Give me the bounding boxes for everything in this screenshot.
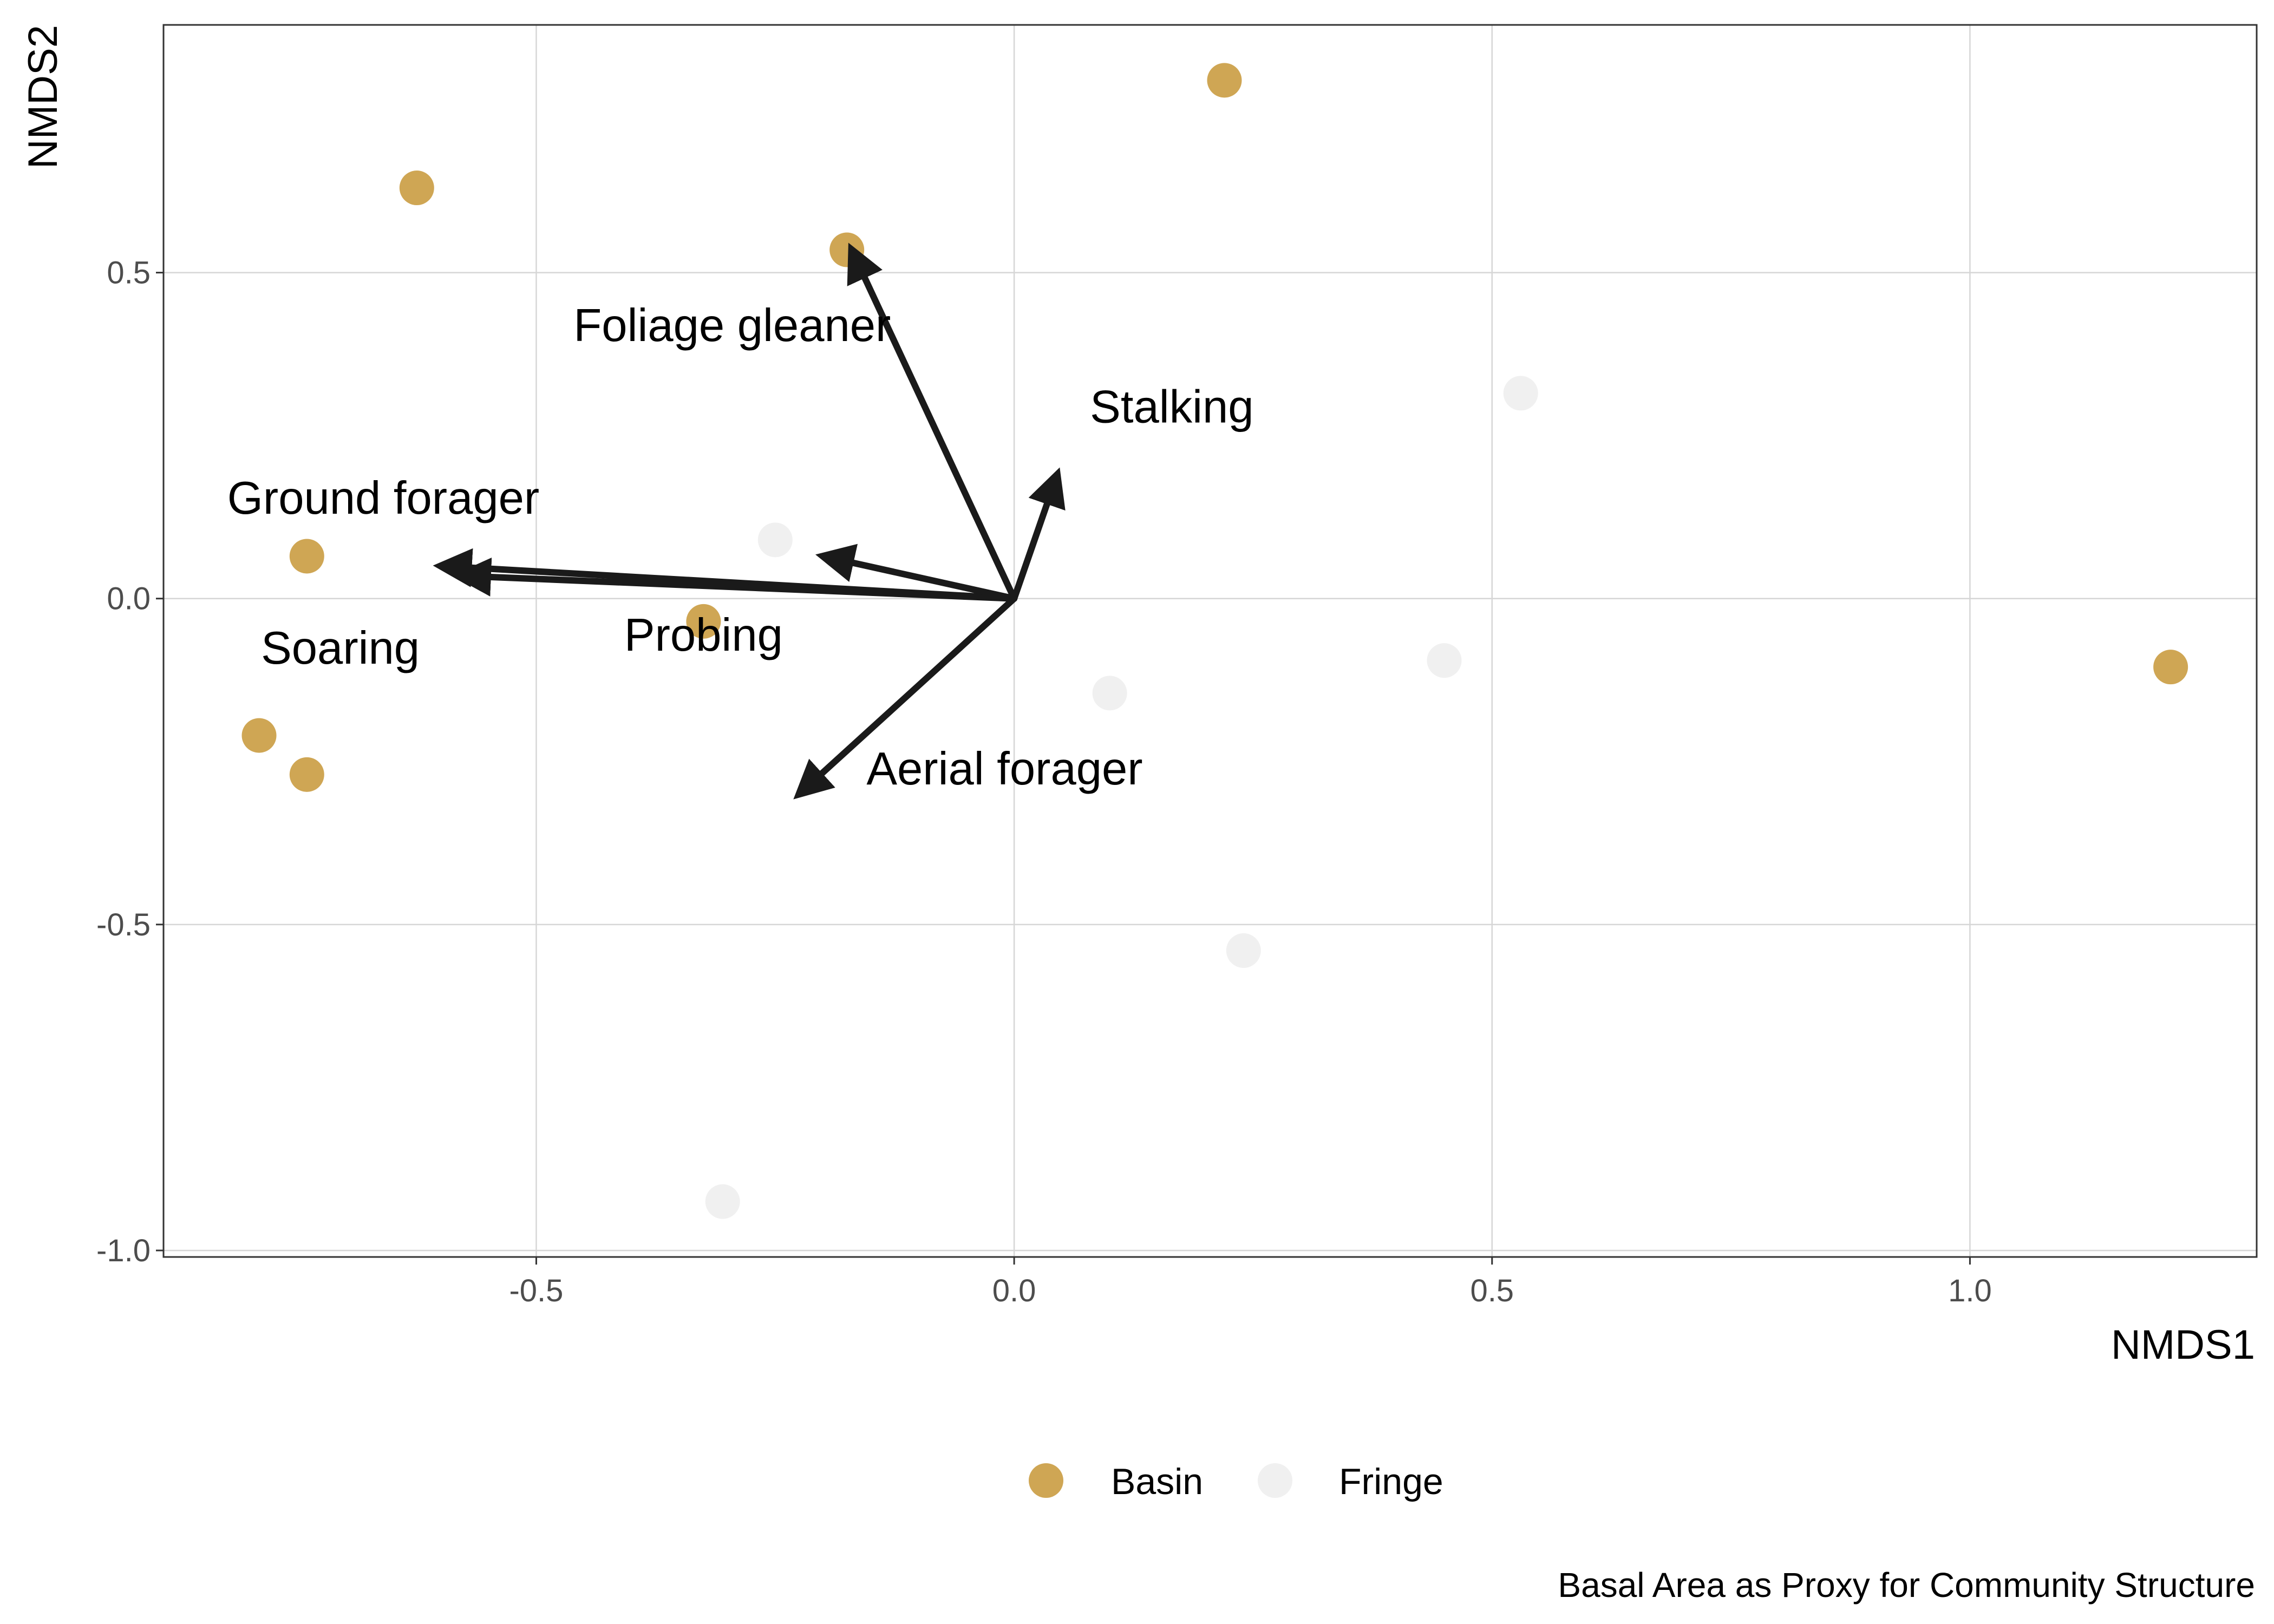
legend-key-basin: [1029, 1463, 1063, 1498]
y-tick-label: 0.0: [107, 581, 151, 617]
point-fringe: [705, 1184, 740, 1219]
x-tick-label: 0.5: [1470, 1273, 1514, 1308]
point-basin: [289, 539, 324, 574]
y-tick-label: -0.5: [96, 907, 151, 942]
point-fringe: [1503, 376, 1538, 411]
point-basin: [2153, 650, 2188, 685]
panel-border: [162, 24, 2258, 1258]
vector-labels: Foliage gleaner Stalking Ground forager Soa…: [227, 300, 1254, 795]
point-basin: [399, 171, 434, 206]
x-axis-ticks: -0.5 0.0 0.5 1.0: [509, 1257, 1992, 1308]
vector-label-probing: Probing: [624, 610, 783, 661]
chart-caption: Basal Area as Proxy for Community Struct…: [1558, 1566, 2255, 1605]
point-basin: [241, 718, 277, 753]
vector-label-aerial-forager: Aerial forager: [866, 743, 1142, 795]
vector-label-soaring: Soaring: [261, 623, 420, 674]
vector-arrows: [433, 243, 1066, 800]
vector-aerial-forager: [793, 595, 1018, 800]
vector-stalking: [1011, 467, 1066, 602]
legend-label-basin: Basin: [1111, 1461, 1203, 1502]
vector-label-ground-forager: Ground forager: [227, 473, 539, 524]
legend-key-fringe: [1258, 1463, 1292, 1498]
y-tick-label: -1.0: [96, 1233, 151, 1268]
point-fringe: [1427, 643, 1462, 678]
y-tick-label: 0.5: [107, 256, 151, 291]
vector-foliage-gleaner: [847, 243, 1018, 602]
x-tick-label: 1.0: [1948, 1273, 1992, 1308]
point-fringe: [1092, 676, 1127, 711]
point-basin: [289, 757, 324, 792]
point-basin: [686, 604, 721, 639]
y-axis-title: NMDS2: [20, 25, 66, 169]
point-basin: [1207, 63, 1242, 98]
vector-probing: [815, 543, 1018, 602]
legend-label-fringe: Fringe: [1339, 1461, 1443, 1502]
point-fringe: [757, 522, 793, 558]
x-tick-label: -0.5: [509, 1273, 563, 1308]
panel-background: [164, 25, 2257, 1257]
vector-soaring: [452, 557, 1018, 602]
legend: Basin Fringe: [1029, 1461, 1443, 1502]
vector-label-stalking: Stalking: [1090, 381, 1253, 433]
y-axis-ticks: -1.0 -0.5 0.0 0.5: [96, 256, 164, 1268]
grid-lines: [164, 25, 2257, 1257]
x-tick-label: 0.0: [992, 1273, 1036, 1308]
x-axis-title: NMDS1: [2111, 1322, 2255, 1368]
point-fringe: [1226, 933, 1261, 968]
vector-label-foliage-gleaner: Foliage gleaner: [573, 300, 891, 351]
